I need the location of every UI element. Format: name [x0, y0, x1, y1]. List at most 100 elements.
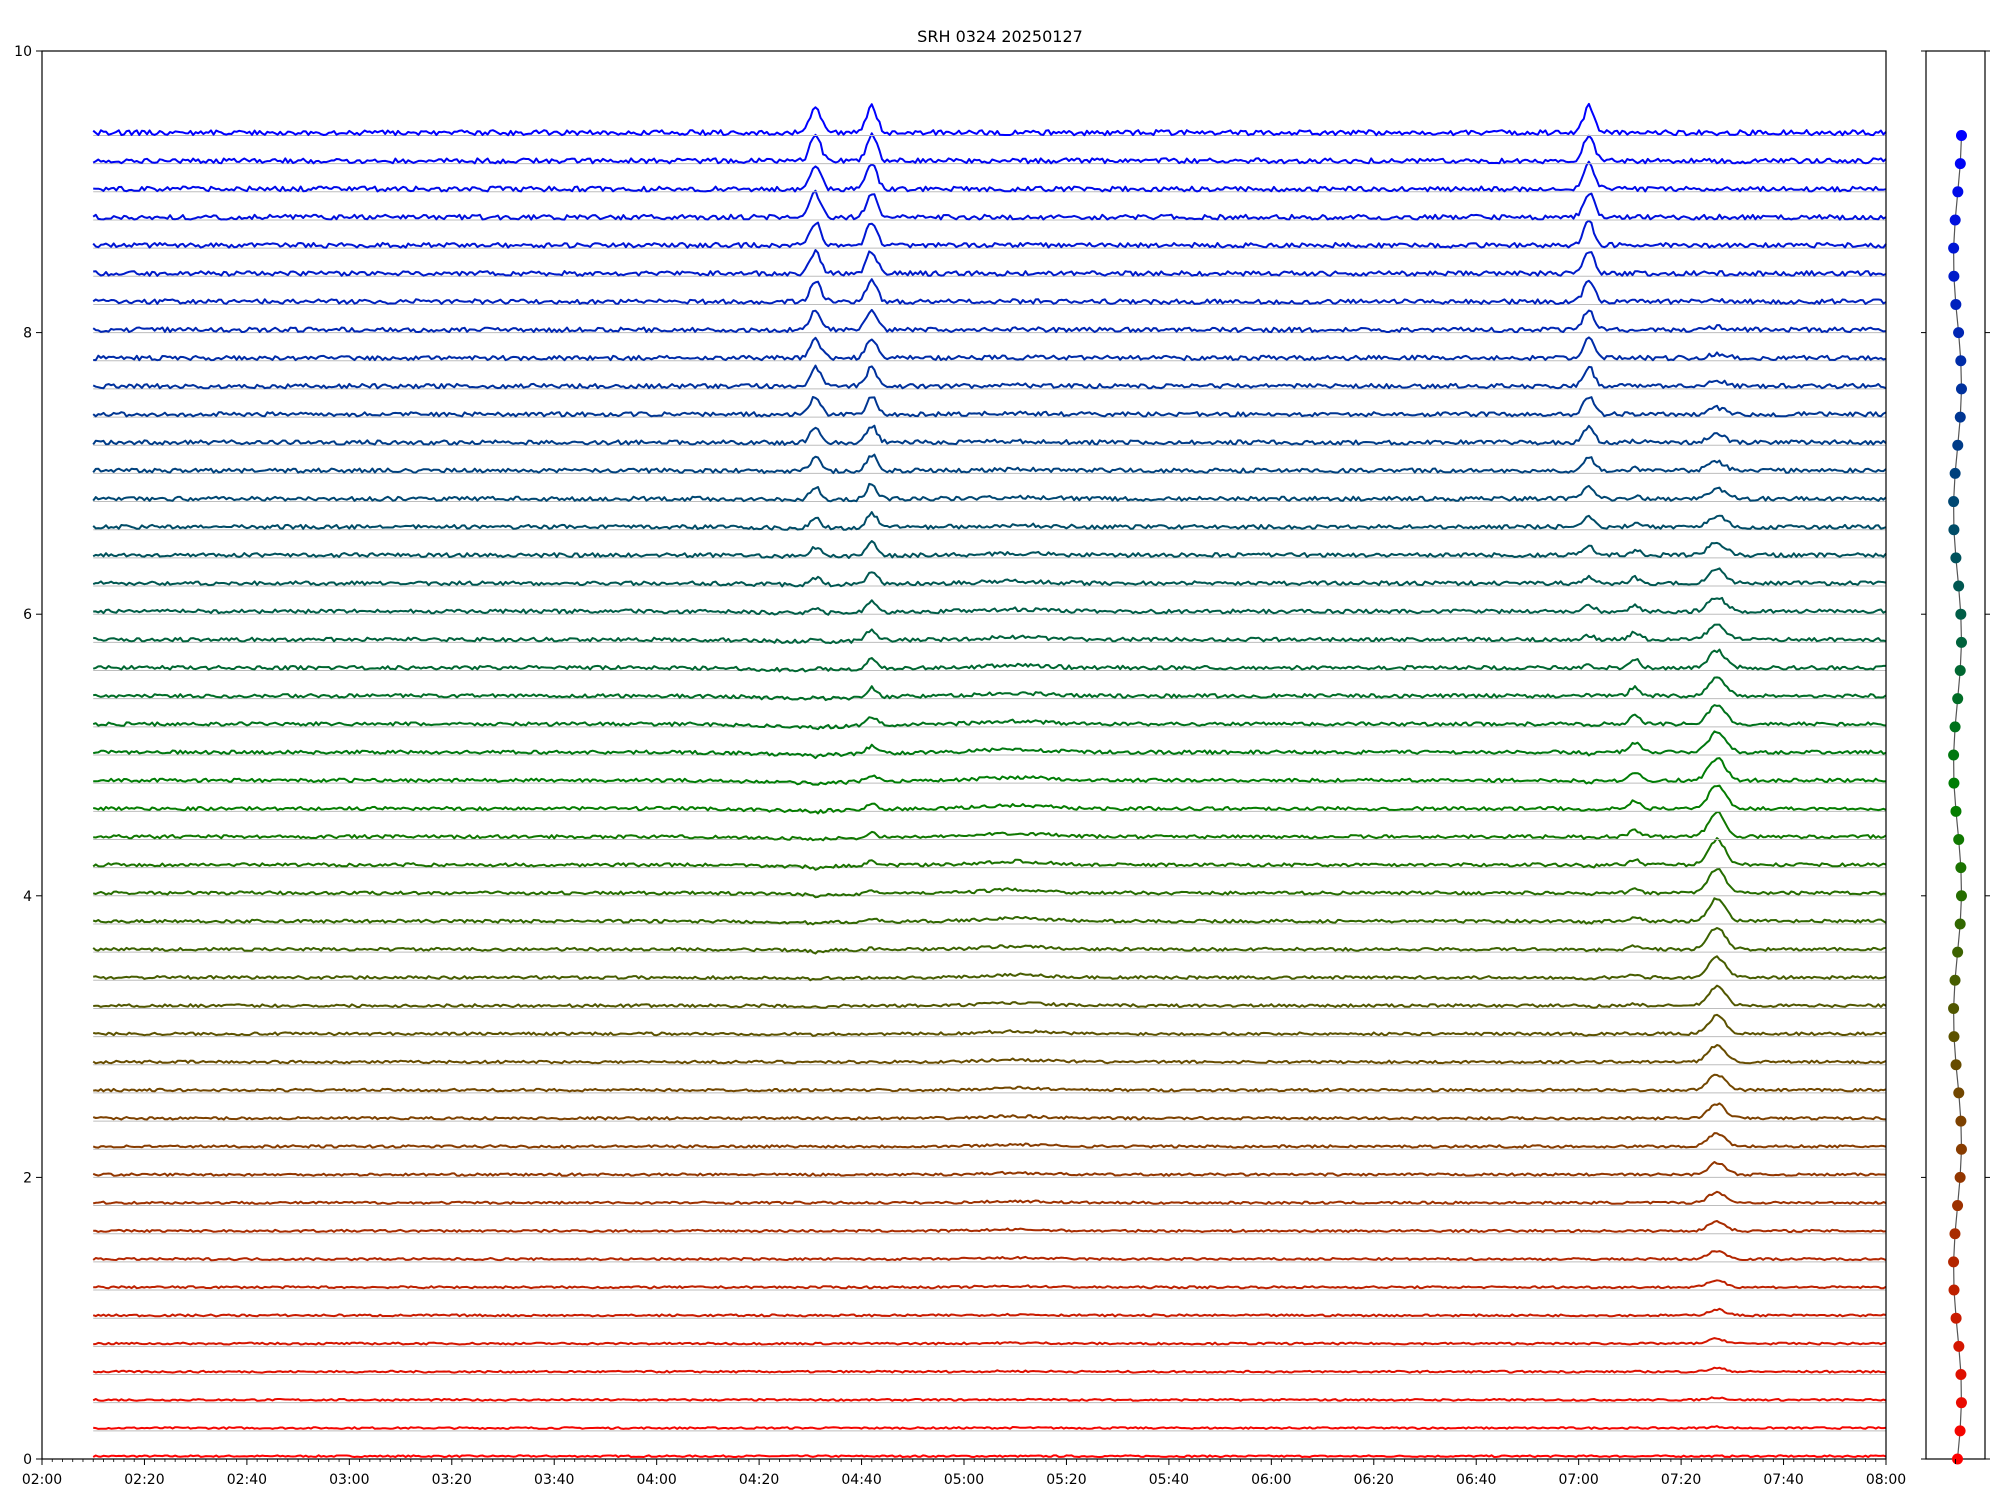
- side-panel-point-42: [1948, 270, 1960, 282]
- series-line-12: [92, 1102, 1887, 1121]
- side-panel-point-15: [1948, 1031, 1960, 1043]
- series-line-28: [92, 648, 1886, 673]
- side-panel-point-10: [1954, 1171, 1966, 1183]
- side-panel-point-25: [1948, 749, 1960, 761]
- y-tick-label-2: 4: [23, 889, 32, 905]
- series-line-8: [93, 1220, 1887, 1233]
- series-line-10: [92, 1161, 1887, 1177]
- series-line-3: [92, 1366, 1887, 1374]
- y-tick-label-1: 2: [23, 1170, 32, 1186]
- side-panel-point-29: [1955, 636, 1967, 648]
- series-line-38: [92, 364, 1887, 390]
- side-panel-point-31: [1953, 580, 1965, 592]
- x-tick-label-17: 07:40: [1763, 1472, 1803, 1488]
- side-panel-point-21: [1955, 862, 1967, 874]
- side-panel-point-22: [1953, 833, 1965, 845]
- x-tick-label-6: 04:00: [636, 1472, 676, 1488]
- series-line-4: [93, 1337, 1887, 1346]
- axes: 02:00 02:20 02:40 03:00 03:20 03:40 04:00 04:20…: [14, 44, 1906, 1488]
- series-line-14: [92, 1044, 1887, 1065]
- x-tick-label-7: 04:20: [739, 1472, 779, 1488]
- series-line-45: [93, 160, 1887, 193]
- side-panel-point-23: [1950, 805, 1962, 817]
- x-tick-label-8: 04:40: [841, 1472, 881, 1488]
- side-panel-point-39: [1955, 355, 1967, 367]
- series-line-1: [93, 1425, 1887, 1430]
- series-line-44: [92, 189, 1887, 221]
- side-panel-point-46: [1954, 158, 1966, 170]
- y-tick-label-5: 10: [14, 44, 32, 60]
- side-panel-point-9: [1952, 1200, 1964, 1212]
- series-line-21: [92, 837, 1887, 871]
- side-panel-point-16: [1948, 1002, 1960, 1014]
- series-line-46: [92, 132, 1887, 165]
- series-line-31: [92, 567, 1887, 588]
- side-panel-point-20: [1955, 890, 1967, 902]
- series-line-23: [93, 784, 1887, 815]
- x-tick-label-1: 02:20: [124, 1472, 164, 1488]
- side-panel-point-4: [1953, 1340, 1965, 1352]
- side-panel-point-11: [1955, 1143, 1967, 1155]
- x-tick-label-9: 05:00: [944, 1472, 984, 1488]
- series-line-18: [92, 927, 1887, 955]
- side-panel-point-8: [1949, 1228, 1961, 1240]
- series-line-39: [93, 336, 1887, 362]
- series-line-33: [92, 511, 1887, 531]
- series-line-15: [92, 1013, 1887, 1037]
- side-panel-point-18: [1952, 946, 1964, 958]
- x-tick-label-13: 06:20: [1354, 1472, 1394, 1488]
- side-panel-point-35: [1949, 467, 1961, 479]
- x-tick-label-4: 03:20: [432, 1472, 472, 1488]
- series-line-43: [92, 219, 1887, 249]
- series-line-17: [93, 955, 1887, 982]
- side-panel-point-43: [1948, 242, 1960, 254]
- series-line-37: [92, 396, 1887, 418]
- series-line-22: [93, 811, 1887, 842]
- series-line-5: [92, 1307, 1887, 1318]
- side-panel-point-26: [1949, 721, 1961, 733]
- side-panel-point-47: [1955, 129, 1967, 141]
- x-tick-label-16: 07:20: [1661, 1472, 1701, 1488]
- side-panel-point-5: [1950, 1312, 1962, 1324]
- side-panel-point-0: [1952, 1453, 1963, 1465]
- side-panel-point-38: [1955, 383, 1967, 395]
- series-line-24: [93, 757, 1887, 786]
- side-panel-point-33: [1948, 524, 1960, 536]
- y-tick-label-4: 8: [23, 326, 32, 342]
- series-line-29: [93, 623, 1887, 645]
- side-panel-point-19: [1954, 918, 1966, 930]
- series-line-9: [92, 1190, 1887, 1205]
- side-panel-point-34: [1948, 496, 1960, 508]
- side-panel-point-45: [1952, 186, 1964, 198]
- series-line-6: [93, 1279, 1887, 1290]
- side-panel-point-13: [1953, 1087, 1965, 1099]
- x-tick-label-0: 02:00: [22, 1472, 62, 1488]
- side-panel-point-17: [1949, 974, 1961, 986]
- series-traces: [92, 102, 1887, 1460]
- series-line-35: [92, 453, 1887, 475]
- side-panel-point-27: [1952, 693, 1964, 705]
- series-line-34: [92, 482, 1887, 503]
- x-tick-label-2: 02:40: [227, 1472, 267, 1488]
- series-line-47: [92, 102, 1887, 137]
- x-tick-label-5: 03:40: [534, 1472, 574, 1488]
- side-panel-point-1: [1954, 1425, 1966, 1437]
- side-panel-point-41: [1950, 298, 1962, 310]
- chart-title: SRH 0324 20250127: [917, 27, 1083, 46]
- side-panel-point-30: [1955, 608, 1967, 620]
- series-line-0: [92, 1454, 1887, 1458]
- series-line-11: [92, 1132, 1887, 1149]
- y-tick-label-3: 6: [23, 607, 32, 623]
- side-panel: [1921, 50, 1990, 1465]
- y-tick-label-0: 0: [23, 1452, 32, 1468]
- x-tick-label-12: 06:00: [1251, 1472, 1291, 1488]
- series-line-2: [92, 1396, 1887, 1402]
- series-line-19: [92, 897, 1887, 926]
- side-panel-point-6: [1948, 1284, 1960, 1296]
- side-panel-point-7: [1948, 1256, 1960, 1268]
- x-tick-label-11: 05:40: [1149, 1472, 1189, 1488]
- series-line-13: [93, 1073, 1887, 1093]
- x-tick-label-18: 08:00: [1866, 1472, 1906, 1488]
